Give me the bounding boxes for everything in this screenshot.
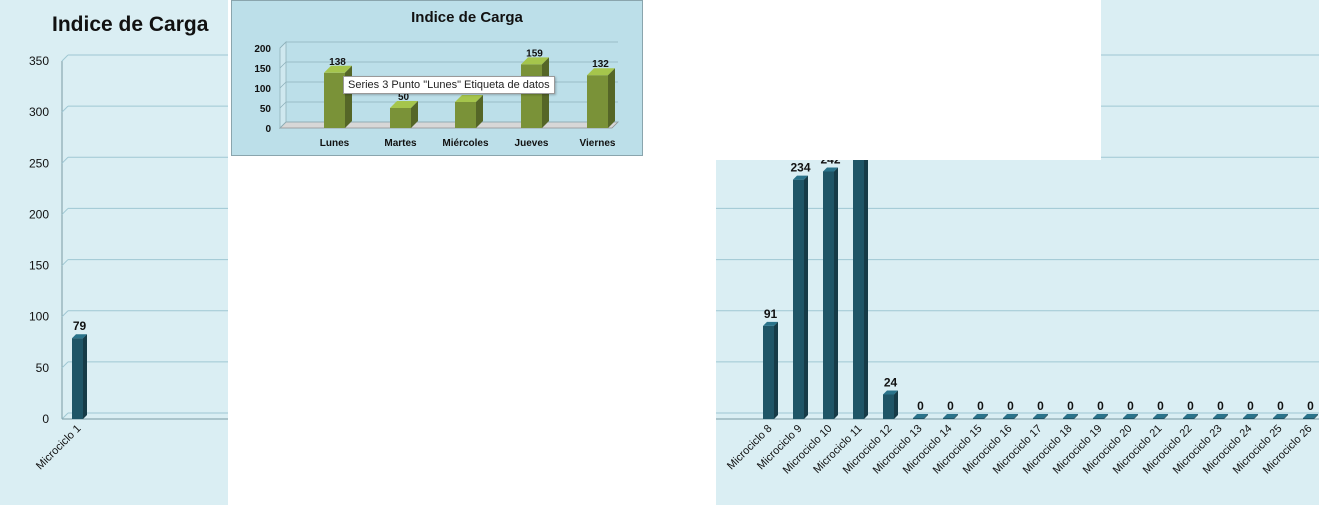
data-label: 0 <box>1247 399 1254 413</box>
weekly-x-tick-label: Jueves <box>515 138 549 149</box>
bar-microciclo-21 <box>1153 414 1168 419</box>
data-label: 0 <box>977 399 984 413</box>
weekly-x-tick-label: Lunes <box>320 138 350 149</box>
bar-microciclo-22 <box>1183 414 1198 419</box>
weekly-x-tick-label: Viernes <box>580 138 616 149</box>
bar-microciclo-16 <box>1003 414 1018 419</box>
blank-area-top <box>676 0 1101 160</box>
bar-microciclo-20 <box>1123 414 1138 419</box>
bar-microciclo-15 <box>973 414 988 419</box>
y-tick-label: 150 <box>29 259 49 273</box>
weekly-chart-title: Indice de Carga <box>411 9 523 26</box>
weekly-y-tick-label: 100 <box>254 84 271 95</box>
weekly-y-tick-label: 50 <box>260 104 272 115</box>
weekly-y-tick-label: 150 <box>254 64 271 75</box>
data-label: 91 <box>764 307 778 321</box>
data-label: 0 <box>917 399 924 413</box>
weekly-bar-martes <box>390 101 418 128</box>
weekly-data-label: 50 <box>398 92 410 103</box>
data-label: 0 <box>1097 399 1104 413</box>
data-label: 0 <box>1127 399 1134 413</box>
bar-microciclo-14 <box>943 414 958 419</box>
data-label: 0 <box>1217 399 1224 413</box>
weekly-y-tick-label: 0 <box>265 124 271 135</box>
weekly-x-tick-label: Miércoles <box>442 138 489 149</box>
data-label: 0 <box>1157 399 1164 413</box>
y-tick-label: 250 <box>29 156 49 170</box>
bar-microciclo-9 <box>793 175 808 419</box>
y-tick-label: 100 <box>29 310 49 324</box>
bar-microciclo-10 <box>823 167 838 419</box>
data-label: 0 <box>1307 399 1314 413</box>
data-label: 0 <box>1187 399 1194 413</box>
data-label: 0 <box>1007 399 1014 413</box>
weekly-bar-miércoles <box>455 95 483 128</box>
data-label: 79 <box>73 319 87 333</box>
data-label: 0 <box>947 399 954 413</box>
bar-microciclo-19 <box>1093 414 1108 419</box>
y-tick-label: 0 <box>42 412 49 426</box>
data-label: 234 <box>790 161 810 175</box>
weekly-bar-viernes <box>587 68 615 128</box>
bar-microciclo-8 <box>763 321 778 419</box>
data-label: 24 <box>884 375 898 389</box>
bar-microciclo-24 <box>1243 414 1258 419</box>
y-tick-label: 350 <box>29 54 49 68</box>
y-tick-label: 50 <box>36 361 50 375</box>
weekly-x-tick-label: Martes <box>384 138 417 149</box>
bar-microciclo-1 <box>72 334 87 419</box>
weekly-data-label: 159 <box>526 48 543 59</box>
bar-microciclo-26 <box>1303 414 1318 419</box>
weekly-data-label: 132 <box>592 59 609 70</box>
bar-microciclo-13 <box>913 414 928 419</box>
tooltip: Series 3 Punto "Lunes" Etiqueta de datos <box>343 76 555 94</box>
y-tick-label: 200 <box>29 207 49 221</box>
bar-microciclo-25 <box>1273 414 1288 419</box>
bar-microciclo-18 <box>1063 414 1078 419</box>
data-label: 0 <box>1277 399 1284 413</box>
bar-microciclo-17 <box>1033 414 1048 419</box>
chart-title: Indice de Carga <box>52 13 209 36</box>
data-label: 0 <box>1037 399 1044 413</box>
weekly-y-tick-label: 200 <box>254 44 271 55</box>
y-tick-label: 300 <box>29 105 49 119</box>
bar-microciclo-23 <box>1213 414 1228 419</box>
data-label: 0 <box>1067 399 1074 413</box>
bar-microciclo-12 <box>883 390 898 419</box>
weekly-data-label: 138 <box>329 57 346 68</box>
